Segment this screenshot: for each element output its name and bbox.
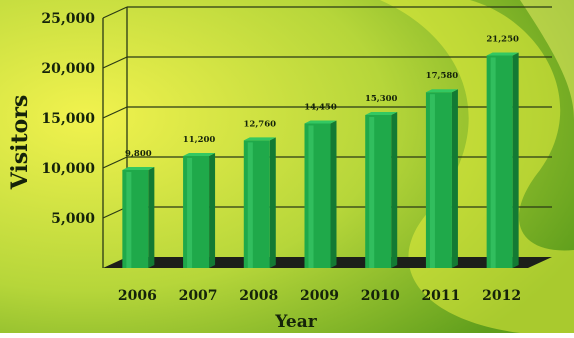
x-tick-label-2012: 2012 xyxy=(482,288,521,304)
x-tick-label-2010: 2010 xyxy=(361,288,400,304)
bar-side-2012 xyxy=(512,52,519,268)
bar-2007 xyxy=(183,156,210,268)
y-axis-label: Visitors xyxy=(7,95,33,191)
bar-side-2008 xyxy=(269,137,276,268)
x-tick-label-2008: 2008 xyxy=(239,288,278,304)
data-label-2007: 11,200 xyxy=(183,135,216,145)
bar-highlight xyxy=(308,125,314,268)
bar-highlight xyxy=(490,57,496,268)
gridline-depth xyxy=(102,56,128,69)
bar-top-2008 xyxy=(243,137,276,141)
bar-2010 xyxy=(365,115,392,268)
gridline-depth xyxy=(102,6,128,19)
data-labels: 9,800 11,200 12,760 14,450 15,300 17,580 21,25… xyxy=(125,35,519,160)
y-tick-label: 5,000 xyxy=(51,211,95,227)
bar-highlight xyxy=(187,158,193,268)
y-tick-label: 20,000 xyxy=(41,61,95,77)
y-tick-label: 15,000 xyxy=(41,111,95,127)
bar-top-2012 xyxy=(486,52,519,56)
data-label-2012: 21,250 xyxy=(486,35,519,45)
bar-side-2010 xyxy=(391,112,398,268)
bar-top-2011 xyxy=(425,89,458,93)
bar-top-2006 xyxy=(122,167,155,170)
bar-highlight xyxy=(247,142,253,268)
bar-2011 xyxy=(425,92,452,268)
data-label-2009: 14,450 xyxy=(304,103,337,113)
x-axis-label: Year xyxy=(274,312,317,332)
gridlines xyxy=(102,6,552,219)
bar-top-2007 xyxy=(183,153,216,156)
x-tick-label-2006: 2006 xyxy=(118,288,157,304)
bar-2009 xyxy=(304,123,331,268)
x-tick-label-2007: 2007 xyxy=(179,288,218,304)
bar-highlight xyxy=(369,117,375,268)
bar-highlight xyxy=(126,172,132,268)
data-label-2006: 9,800 xyxy=(125,149,152,159)
x-tick-label-2011: 2011 xyxy=(421,288,460,304)
background-swirl xyxy=(520,0,574,120)
bar-side-2007 xyxy=(209,153,216,268)
data-label-2008: 12,760 xyxy=(244,119,277,129)
data-label-2010: 15,300 xyxy=(365,94,398,104)
data-label-2011: 17,580 xyxy=(426,71,459,81)
axes: 5,000 10,000 15,000 20,000 25,000 2006 2007 200… xyxy=(41,7,521,304)
y-tick-label: 25,000 xyxy=(41,11,95,27)
y-tick-label: 10,000 xyxy=(41,161,95,177)
bar-top-2010 xyxy=(365,112,398,115)
bar-top-2009 xyxy=(304,120,337,124)
bars xyxy=(122,52,519,268)
bar-2008 xyxy=(243,140,270,268)
bar-highlight xyxy=(429,94,435,268)
bar-2012 xyxy=(486,55,513,268)
bar-side-2006 xyxy=(148,167,155,268)
x-tick-label-2009: 2009 xyxy=(300,288,339,304)
bar-side-2009 xyxy=(330,120,337,268)
gridline-depth xyxy=(102,156,128,169)
gridline-depth xyxy=(102,106,128,119)
bar-side-2011 xyxy=(451,89,458,268)
bar-2006 xyxy=(122,170,149,268)
